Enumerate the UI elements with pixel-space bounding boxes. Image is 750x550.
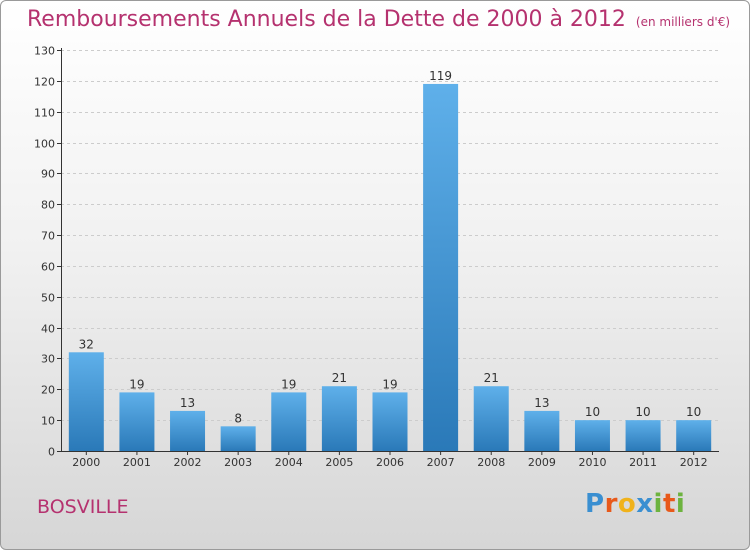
proxiti-logo: Proxiti [585, 489, 685, 519]
chart-title-main: Remboursements Annuels de la Dette de 20… [27, 7, 626, 32]
y-tick-label: 100 [34, 138, 55, 151]
bar-2012 [676, 420, 712, 451]
chart-title-unit: (en milliers d'€) [635, 15, 731, 29]
bar-2011 [625, 420, 661, 451]
x-tick-label: 2005 [325, 456, 353, 469]
x-tick-label: 2004 [275, 456, 303, 469]
bars [68, 83, 712, 451]
bar-2002 [170, 410, 206, 451]
y-tick-label: 10 [41, 415, 55, 428]
bar-2004 [271, 392, 307, 451]
y-tick-label: 70 [41, 230, 55, 243]
bar-2010 [574, 420, 610, 451]
x-tick-label: 2012 [680, 456, 708, 469]
data-label: 21 [484, 371, 499, 385]
logo-letter: t [662, 489, 676, 519]
y-tick-label: 110 [34, 107, 55, 120]
x-tick-label: 2009 [528, 456, 556, 469]
x-tick-label: 2001 [123, 456, 151, 469]
y-tick-label: 50 [41, 292, 55, 305]
bar-2008 [473, 386, 509, 451]
bar-2005 [321, 386, 357, 451]
data-label: 10 [686, 405, 701, 419]
x-tick-label: 2003 [224, 456, 252, 469]
labels: 0 10 20 30 40 50 60 70 80 90 100 110 120 130 32 2000 19 2… [34, 45, 708, 470]
y-tick-label: 30 [41, 353, 55, 366]
data-label: 32 [79, 337, 94, 351]
bar-2006 [372, 392, 408, 451]
data-label: 19 [382, 377, 397, 391]
data-label: 13 [534, 396, 549, 410]
logo-letter: i [653, 489, 663, 519]
bar-2009 [524, 410, 560, 451]
y-tick-label: 130 [34, 45, 55, 58]
grid-lines [61, 50, 719, 421]
city-name: BOSVILLE [37, 496, 129, 518]
data-label: 13 [180, 396, 195, 410]
y-tick-label: 40 [41, 323, 55, 336]
bar-2007 [423, 83, 459, 451]
data-label: 21 [332, 371, 347, 385]
y-tick-label: 0 [48, 446, 55, 459]
y-tick-label: 60 [41, 261, 55, 274]
y-tick-label: 20 [41, 384, 55, 397]
data-label: 19 [129, 377, 144, 391]
chart-title: Remboursements Annuels de la Dette de 20… [27, 7, 730, 32]
bar-2000 [68, 352, 104, 451]
x-tick-label: 2011 [629, 456, 657, 469]
data-label: 8 [234, 411, 242, 425]
y-tick-label: 80 [41, 199, 55, 212]
logo-letter: r [604, 489, 618, 519]
x-tick-label: 2008 [477, 456, 505, 469]
y-tick-label: 90 [41, 168, 55, 181]
bar-2003 [220, 426, 256, 451]
logo-letter: x [636, 489, 654, 519]
logo-letter: i [675, 489, 686, 519]
x-tick-label: 2006 [376, 456, 404, 469]
data-label: 19 [281, 377, 296, 391]
logo-letter: P [585, 489, 605, 519]
bar-2001 [119, 392, 155, 451]
y-tick-label: 120 [34, 76, 55, 89]
logo-letter: o [617, 489, 637, 519]
x-tick-label: 2007 [427, 456, 455, 469]
x-tick-label: 2000 [72, 456, 100, 469]
axes [57, 48, 719, 455]
data-label: 10 [635, 405, 650, 419]
x-tick-label: 2010 [578, 456, 606, 469]
x-tick-label: 2002 [174, 456, 202, 469]
data-label: 119 [429, 69, 452, 83]
data-label: 10 [585, 405, 600, 419]
